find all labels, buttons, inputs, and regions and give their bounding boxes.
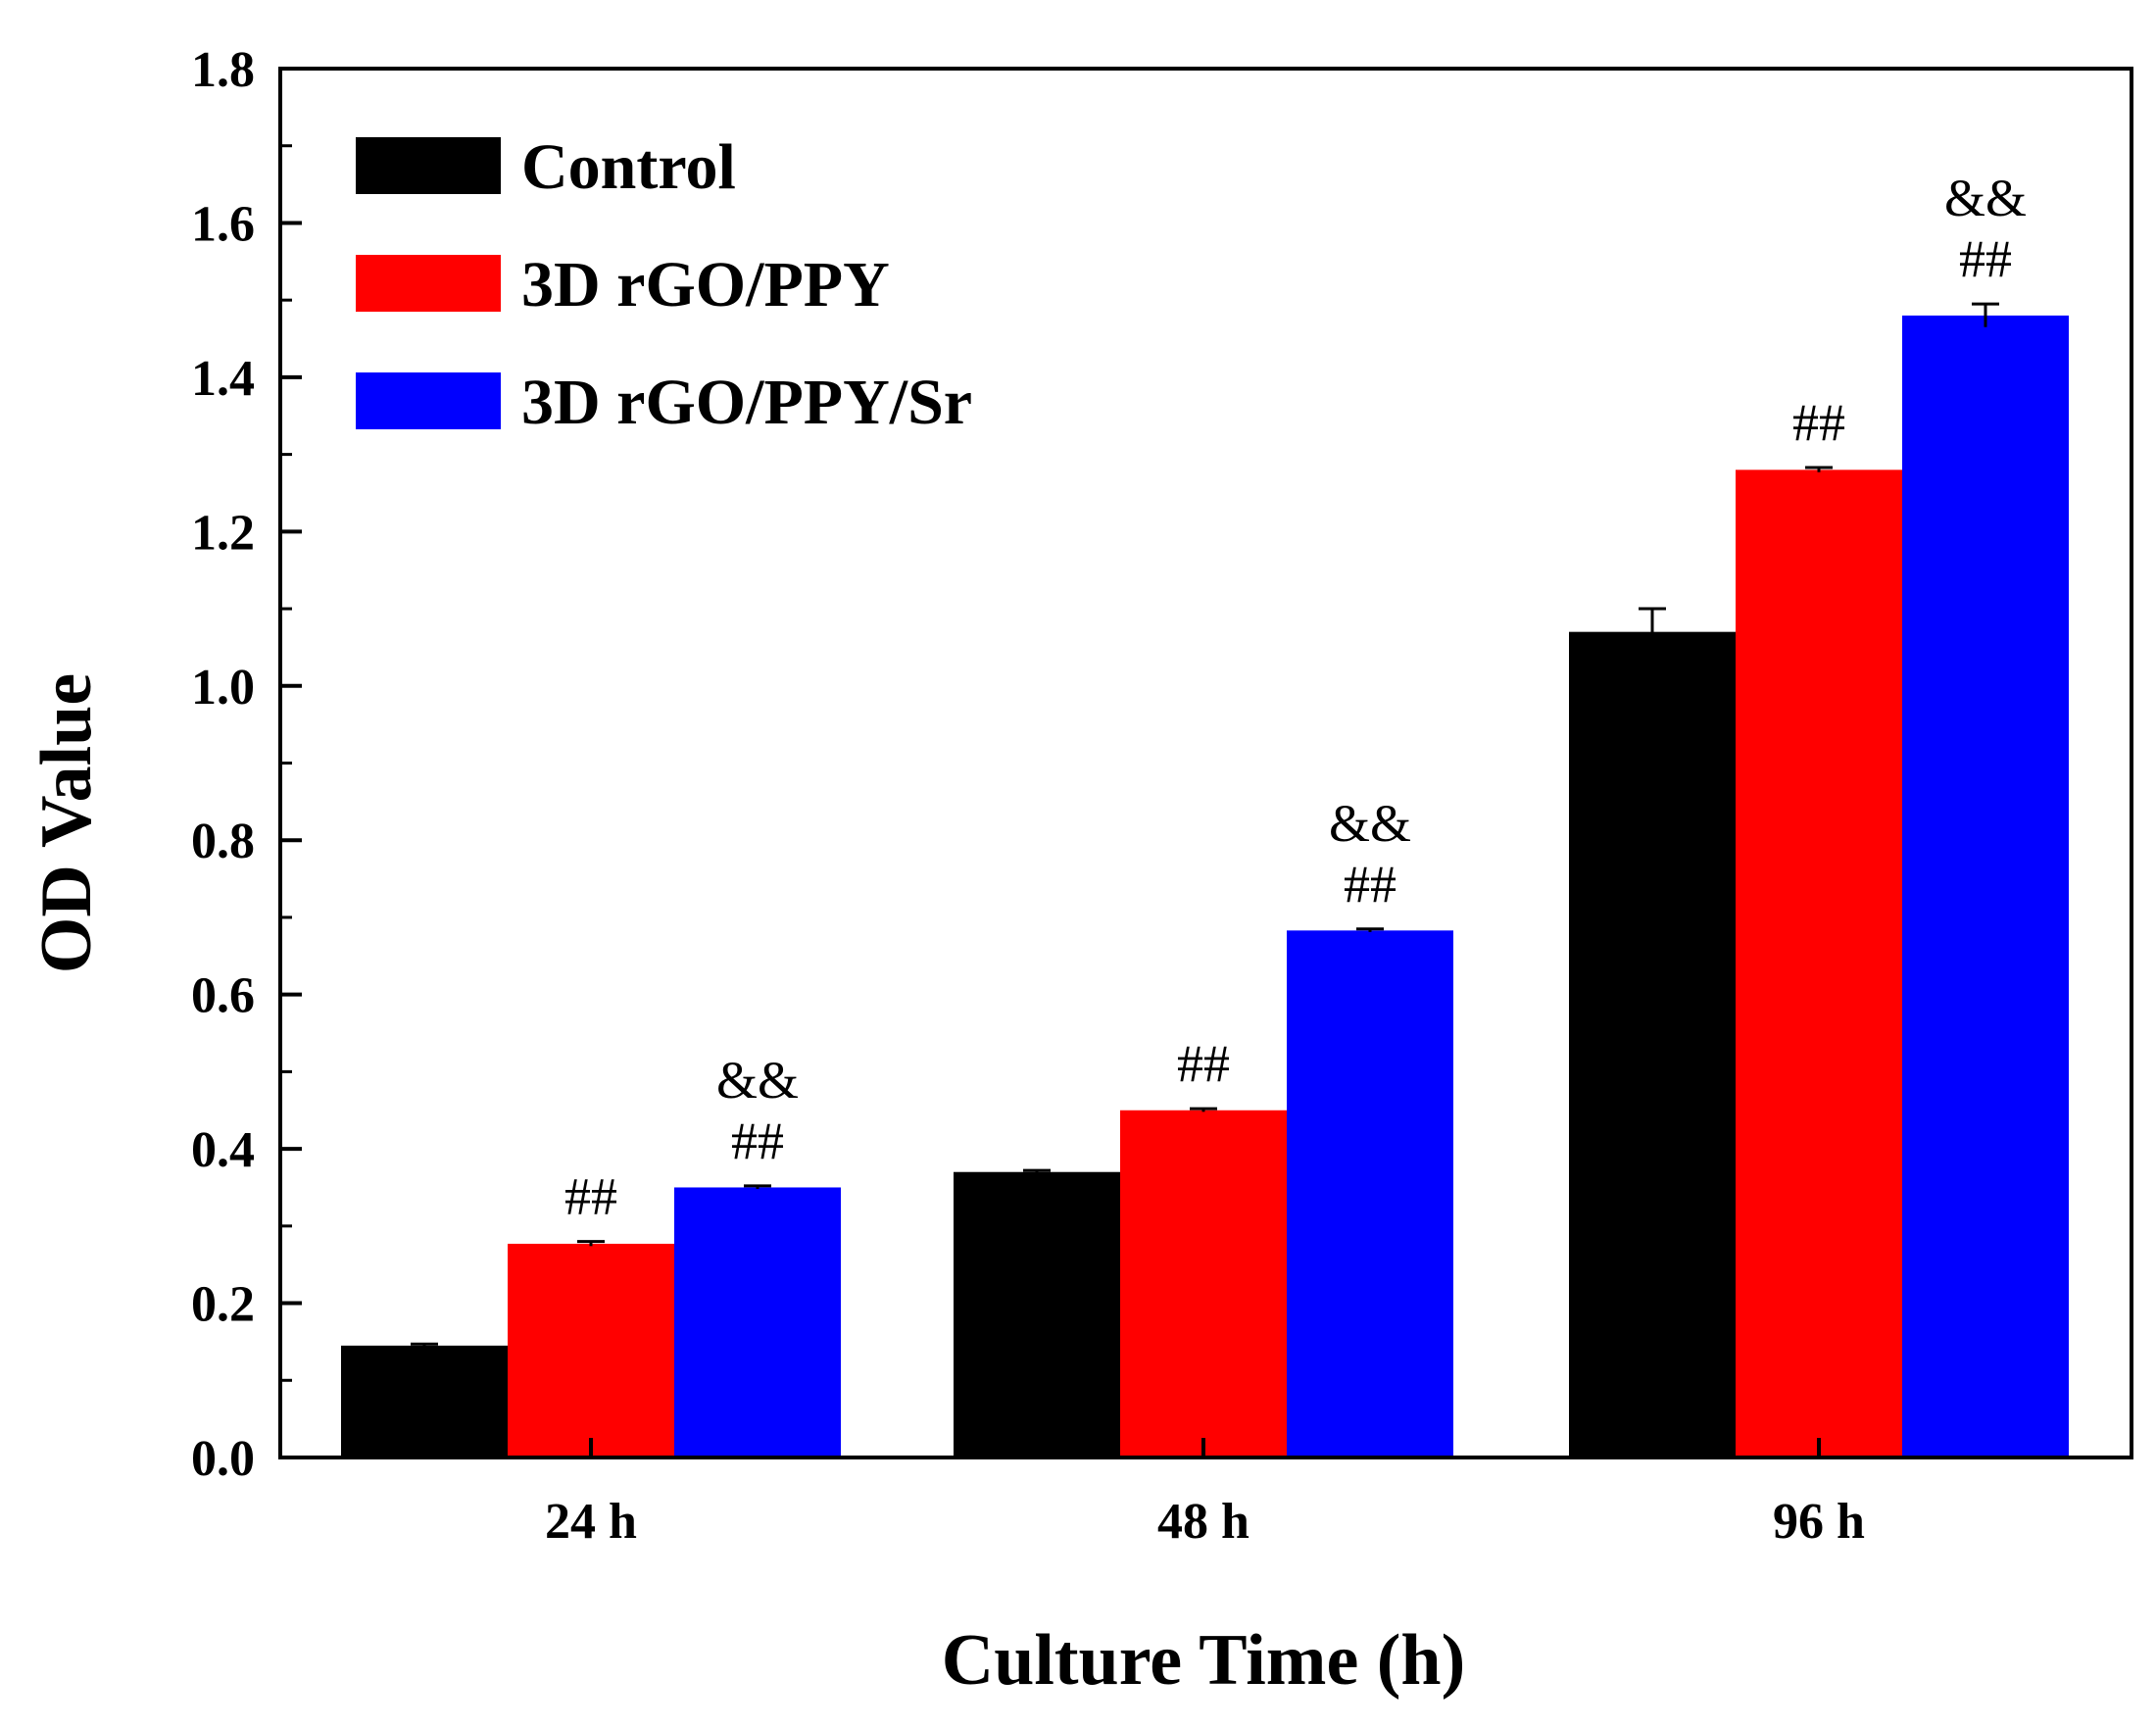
y-tick-label: 1.2 [191, 505, 255, 561]
bar [508, 1243, 674, 1457]
legend-label: 3D rGO/PPY [521, 249, 890, 321]
y-tick-label: 1.6 [191, 196, 255, 252]
legend-swatch [356, 255, 501, 312]
y-tick-label: 1.8 [191, 42, 255, 98]
bar [674, 1187, 841, 1457]
y-tick-label: 0.0 [191, 1431, 255, 1487]
significance-label: ## [564, 1167, 617, 1226]
y-tick-label: 0.2 [191, 1277, 255, 1333]
x-tick-label: 96 h [1773, 1494, 1865, 1550]
bar [1120, 1110, 1287, 1457]
significance-label: ## [1344, 855, 1396, 914]
significance-label: ## [1959, 229, 2012, 288]
legend-label: 3D rGO/PPY/Sr [521, 367, 972, 438]
y-tick-label: 1.4 [191, 351, 255, 407]
plot-frame [278, 67, 2133, 1459]
y-tick-label: 1.0 [191, 660, 255, 716]
bar [954, 1171, 1120, 1457]
bar [1902, 315, 2069, 1457]
significance-label: ## [1792, 393, 1845, 452]
significance-label: && [716, 1051, 799, 1110]
y-tick-label: 0.8 [191, 814, 255, 869]
x-axis-title: Culture Time (h) [942, 1620, 1465, 1701]
y-tick-label: 0.6 [191, 968, 255, 1024]
legend-label: Control [521, 131, 736, 203]
legend-swatch [356, 372, 501, 429]
x-tick-label: 24 h [545, 1494, 637, 1550]
bar [1287, 930, 1453, 1457]
bar [1569, 631, 1736, 1457]
bars-layer: ##&&####&&####&&## [341, 169, 2069, 1457]
y-axis-title: OD Value [26, 673, 107, 973]
legend: Control 3D rGO/PPY 3D rGO/PPY/Sr [356, 131, 972, 438]
ticks-layer: 0.0 0.2 0.4 0.6 0.8 1.0 1.2 1.4 1.6 1.8 24 h 48 h 96… [191, 42, 1865, 1550]
y-tick-label: 0.4 [191, 1122, 255, 1178]
x-tick-label: 48 h [1157, 1494, 1250, 1550]
bar [1736, 469, 1902, 1457]
legend-swatch [356, 137, 501, 194]
bar [341, 1345, 508, 1457]
significance-label: ## [731, 1112, 784, 1170]
significance-label: && [1329, 794, 1411, 853]
significance-label: ## [1177, 1034, 1230, 1093]
significance-label: && [1944, 169, 2027, 227]
